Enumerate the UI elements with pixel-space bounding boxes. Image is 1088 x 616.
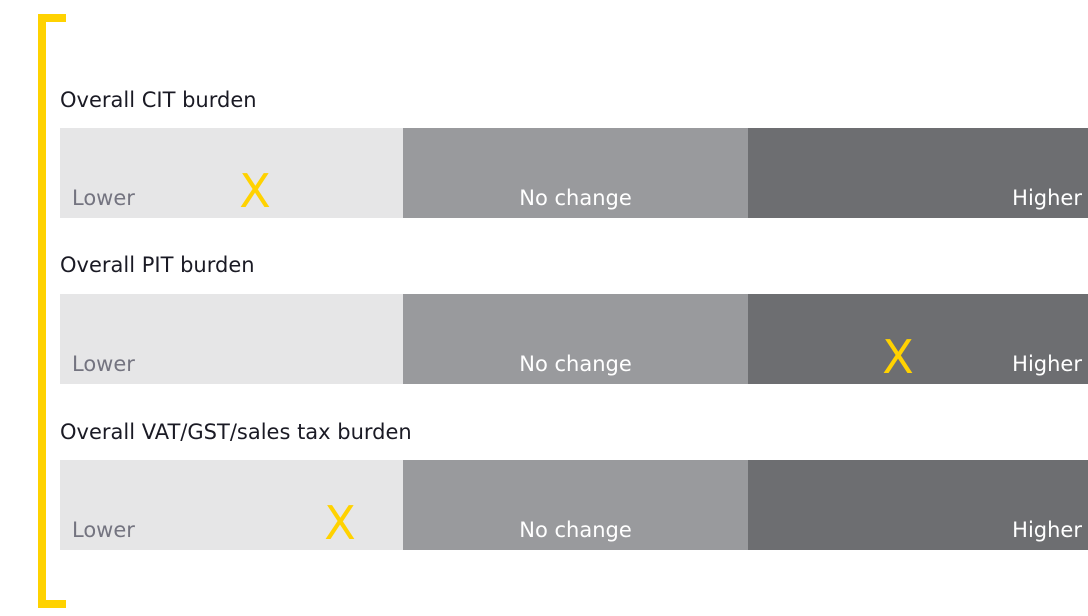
marker: X — [324, 496, 356, 550]
segment: Lower — [60, 128, 403, 218]
segment: No change — [403, 460, 748, 550]
segment-label: Higher — [1012, 186, 1082, 210]
bracket-bottom — [38, 600, 66, 608]
segment: No change — [403, 128, 748, 218]
segment: No change — [403, 294, 748, 384]
segment: Lower — [60, 294, 403, 384]
segment-label: Lower — [72, 186, 135, 210]
scale-bar: Lower No change Higher X — [60, 128, 1088, 218]
segment-label: Higher — [1012, 352, 1082, 376]
segment-label: Lower — [72, 518, 135, 542]
row-title: Overall VAT/GST/sales tax burden — [60, 420, 412, 444]
segment: Lower — [60, 460, 403, 550]
marker: X — [882, 330, 914, 384]
segment-label: Lower — [72, 352, 135, 376]
bracket-side — [38, 14, 46, 608]
segment-label: No change — [519, 186, 632, 210]
scale-bar: Lower No change Higher X — [60, 294, 1088, 384]
segment: Higher — [748, 294, 1088, 384]
row-title: Overall PIT burden — [60, 253, 255, 277]
segment-label: Higher — [1012, 518, 1082, 542]
segment: Higher — [748, 128, 1088, 218]
bracket-top — [38, 14, 66, 22]
marker: X — [239, 164, 271, 218]
scale-bar: Lower No change Higher X — [60, 460, 1088, 550]
row-title: Overall CIT burden — [60, 88, 257, 112]
segment-label: No change — [519, 352, 632, 376]
segment: Higher — [748, 460, 1088, 550]
segment-label: No change — [519, 518, 632, 542]
